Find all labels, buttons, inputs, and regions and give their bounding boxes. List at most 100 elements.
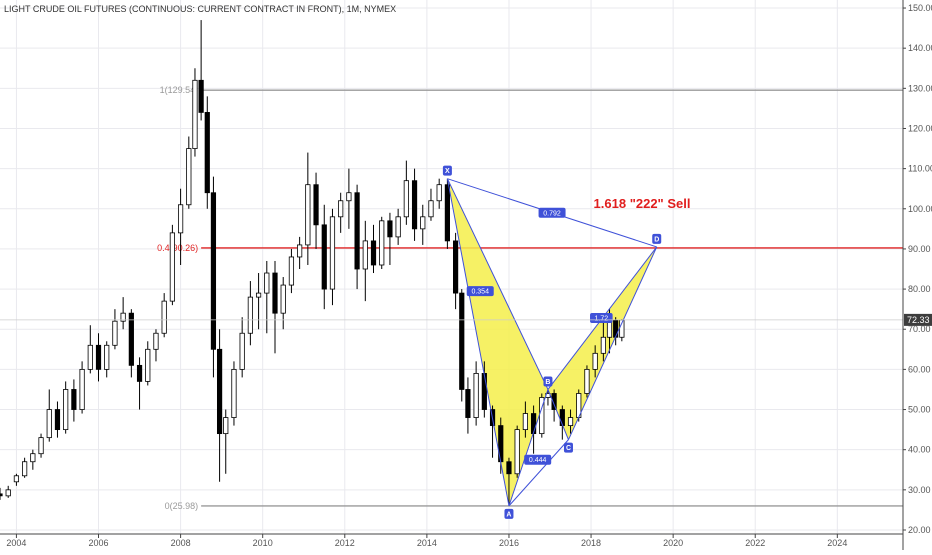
- candle-body: [280, 284, 286, 314]
- candle-body: [481, 372, 487, 410]
- fib-level-label: 1(129.54): [160, 85, 199, 95]
- candle-body: [346, 192, 352, 202]
- candle-body: [46, 409, 52, 439]
- grid: [0, 0, 903, 534]
- candle-body: [297, 244, 303, 258]
- pattern-fill: [447, 178, 657, 506]
- candle-body: [522, 413, 528, 431]
- y-tick-label: 50.00: [908, 405, 931, 415]
- candle-body: [30, 453, 36, 463]
- candle-body: [128, 312, 134, 366]
- candle-body: [559, 409, 565, 426]
- pattern-point-label: D: [654, 236, 659, 243]
- pattern-leg-bc: [547, 389, 569, 440]
- x-tick-label: 2024: [827, 538, 847, 548]
- pattern-leg-xa: [446, 178, 510, 506]
- pattern-point-badge: [504, 508, 514, 519]
- pattern-labels: X A B C D 0.792 0.354 0.444 1.72 72.33: [0, 165, 932, 519]
- y-tick-label: 150.00: [908, 3, 932, 13]
- candle-body: [411, 180, 418, 230]
- candle-body: [161, 300, 167, 334]
- candle-body: [87, 344, 93, 370]
- y-tick-label: 20.00: [908, 525, 931, 535]
- candle-body: [613, 319, 619, 338]
- candle-body: [473, 372, 479, 418]
- y-tick-label: 80.00: [908, 284, 931, 294]
- candle-body: [370, 240, 377, 266]
- candle-body: [145, 348, 151, 382]
- x-tick-label: 2006: [88, 538, 108, 548]
- candle-body: [79, 368, 85, 410]
- candles: [0, 20, 625, 506]
- x-tick-label: 2010: [253, 538, 273, 548]
- candle-body: [305, 184, 311, 246]
- candle-body: [54, 409, 61, 431]
- pattern-ratio-badge: [466, 286, 494, 297]
- candle-body: [313, 184, 319, 226]
- x-tick-label: 2018: [581, 538, 601, 548]
- y-tick-label: 110.00: [908, 164, 932, 174]
- candle-body: [420, 216, 426, 230]
- candle-body: [216, 348, 223, 435]
- pattern-ratio-badge: [590, 312, 613, 323]
- y-tick-label: 60.00: [908, 364, 931, 374]
- pattern-leg-xb: [446, 178, 549, 390]
- y-axis-ticks: 20.00 30.00 40.00 50.00 60.00 70.00 80.00 90.00…: [903, 3, 932, 535]
- candle-body: [403, 180, 409, 218]
- candle-body: [231, 368, 237, 418]
- pattern-ratio-badge: [524, 454, 552, 465]
- y-tick-label: 90.00: [908, 244, 931, 254]
- candle-body: [71, 389, 77, 410]
- candle-body: [567, 417, 574, 426]
- candle-body: [379, 220, 385, 266]
- candle-body: [22, 461, 28, 477]
- pattern-ratio-label: 0.354: [471, 289, 489, 296]
- candle-body: [459, 292, 465, 390]
- candle-body: [506, 461, 512, 475]
- candle-body: [169, 232, 175, 302]
- candle-body: [272, 272, 278, 314]
- candle-body: [247, 296, 253, 334]
- candle-body: [112, 320, 118, 346]
- candle-body: [428, 200, 434, 218]
- y-tick-label: 70.00: [908, 324, 931, 334]
- pattern-point-badge: [543, 376, 553, 387]
- candle-body: [5, 489, 11, 497]
- pattern-leg-cd: [568, 246, 658, 440]
- candle-body: [530, 413, 537, 435]
- pattern-leg-ac: [508, 439, 569, 507]
- candle-body: [95, 344, 102, 370]
- candle-body: [387, 220, 393, 238]
- candle-body: [13, 475, 20, 483]
- pattern-ratio-label: 0.444: [529, 457, 547, 464]
- x-tick-label: 2004: [6, 538, 26, 548]
- fib-levels: 1(129.54) 0.4(90.26) 0(25.98): [157, 85, 903, 511]
- pattern-point-label: A: [506, 511, 511, 518]
- last-price-badge: [904, 313, 932, 326]
- pattern-ratio-label: 0.792: [543, 210, 561, 217]
- pattern-point-label: X: [445, 168, 450, 175]
- pattern-title: 1.618 "222" Sell: [594, 196, 691, 211]
- candle-body: [210, 192, 217, 350]
- candle-body: [38, 437, 44, 455]
- candle-body: [592, 352, 598, 370]
- candle-body: [264, 272, 270, 294]
- candle-body: [584, 368, 590, 394]
- y-tick-label: 140.00: [908, 43, 932, 53]
- x-tick-label: 2014: [417, 538, 437, 548]
- candle-body: [63, 389, 69, 431]
- x-tick-label: 2022: [745, 538, 765, 548]
- candle-body: [362, 240, 368, 270]
- pattern-point-label: B: [545, 379, 550, 386]
- y-tick-label: 30.00: [908, 485, 931, 495]
- candle-body: [354, 192, 360, 270]
- y-tick-label: 40.00: [908, 445, 931, 455]
- candle-body: [453, 240, 459, 294]
- candle-body: [514, 429, 520, 475]
- candle-body: [255, 292, 262, 298]
- candle-body: [338, 200, 344, 218]
- candle-body: [465, 389, 471, 418]
- candle-body: [0, 493, 3, 497]
- candle-body: [239, 332, 245, 370]
